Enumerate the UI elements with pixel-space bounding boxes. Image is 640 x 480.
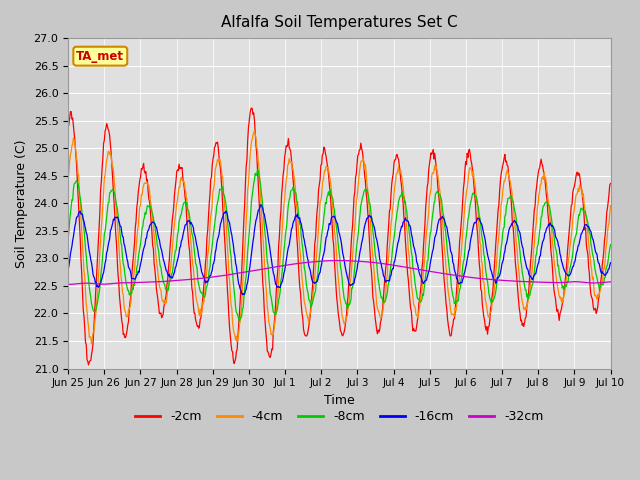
Title: Alfalfa Soil Temperatures Set C: Alfalfa Soil Temperatures Set C bbox=[221, 15, 458, 30]
Legend: -2cm, -4cm, -8cm, -16cm, -32cm: -2cm, -4cm, -8cm, -16cm, -32cm bbox=[130, 406, 548, 428]
Y-axis label: Soil Temperature (C): Soil Temperature (C) bbox=[15, 139, 28, 267]
X-axis label: Time: Time bbox=[324, 394, 355, 407]
Text: TA_met: TA_met bbox=[76, 49, 124, 63]
